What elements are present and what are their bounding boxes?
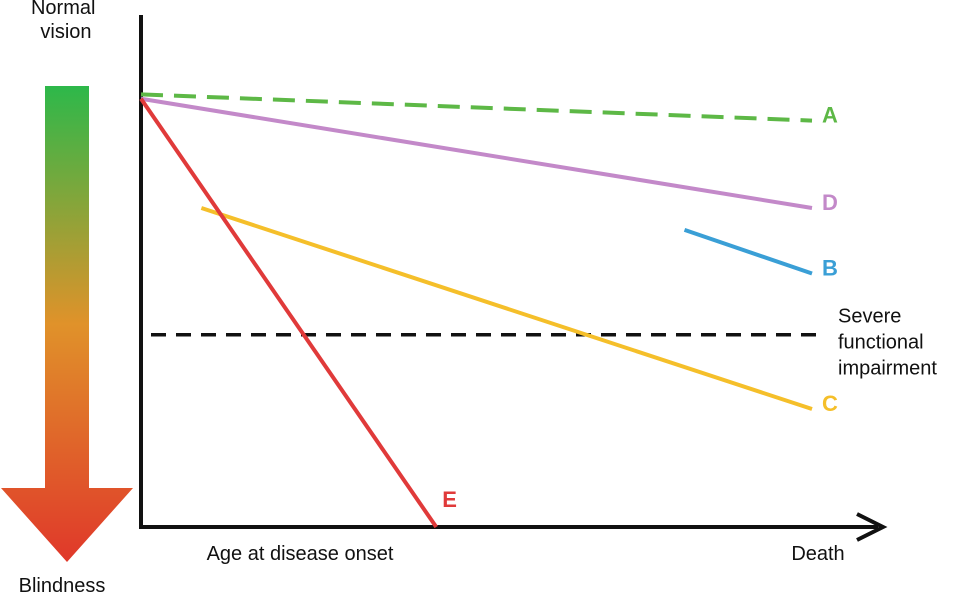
threshold-label-line: functional: [838, 332, 924, 354]
series-label-b: B: [822, 256, 838, 281]
series-line-c: [200, 206, 813, 411]
series-label-d: D: [822, 190, 838, 215]
gradient-arrow-icon: [1, 86, 133, 562]
series-line-e: [139, 97, 438, 529]
threshold-label-line: impairment: [838, 358, 937, 380]
series-line-a: [140, 92, 813, 123]
series-layer: A D B C E: [139, 92, 838, 529]
x-label-left: Age at disease onset: [207, 543, 394, 565]
threshold-label: Severe functional impairment: [838, 306, 937, 380]
x-axis-arrow-icon: [856, 512, 888, 542]
series-line-d: [140, 96, 813, 210]
series-label-e: E: [442, 487, 457, 512]
x-label-right: Death: [791, 543, 844, 565]
series-line-b: [683, 227, 813, 276]
scale-bottom-label: Blindness: [19, 575, 106, 595]
vision-scale-arrow: [1, 86, 133, 562]
series-label-c: C: [822, 391, 838, 416]
scale-top-label: Normal vision: [31, 0, 101, 43]
series-label-a: A: [822, 103, 838, 128]
threshold-label-line: Severe: [838, 306, 901, 328]
